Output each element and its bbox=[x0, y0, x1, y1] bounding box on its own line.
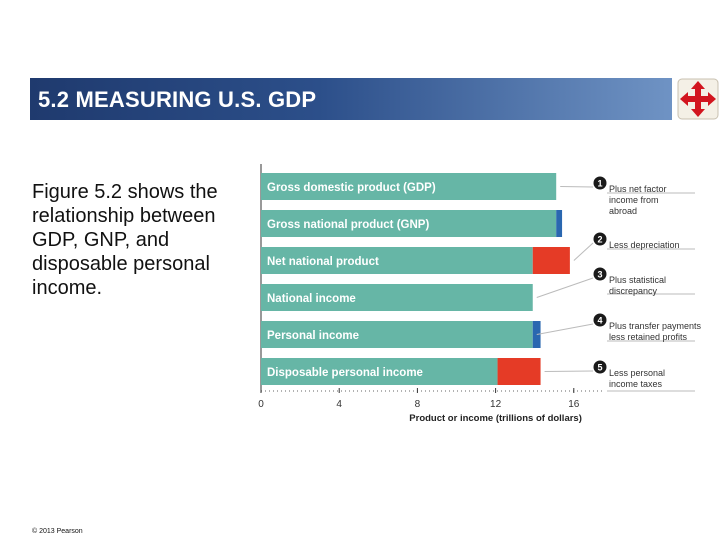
annotation-text: less retained profits bbox=[609, 332, 688, 342]
step-circle bbox=[593, 176, 607, 190]
annotation-text: Plus net factor bbox=[609, 184, 667, 194]
bar-increase bbox=[556, 210, 563, 237]
title-bar: 5.2 MEASURING U.S. GDP bbox=[30, 78, 672, 120]
step-number: 3 bbox=[597, 270, 602, 280]
bar-label: Net national product bbox=[267, 256, 379, 268]
step-circle bbox=[593, 232, 607, 246]
bar bbox=[261, 321, 533, 348]
bar-label: National income bbox=[267, 293, 356, 305]
step-circle bbox=[593, 360, 607, 374]
step-circle bbox=[593, 313, 607, 327]
x-tick-label: 12 bbox=[490, 399, 502, 410]
annotation-text: discrepancy bbox=[609, 286, 658, 296]
bar-decrease bbox=[532, 247, 570, 274]
bar bbox=[261, 173, 557, 200]
annotation-text: Less depreciation bbox=[609, 240, 680, 250]
leader-line bbox=[536, 277, 594, 298]
four-arrow-move-icon[interactable] bbox=[677, 78, 719, 120]
bar-label: Disposable personal income bbox=[267, 367, 423, 379]
leader-line bbox=[536, 323, 594, 335]
body-text: Figure 5.2 shows the relationship betwee… bbox=[32, 181, 218, 299]
annotation-text: Less personal bbox=[609, 368, 665, 378]
bar-label: Gross domestic product (GDP) bbox=[267, 182, 436, 194]
step-circle bbox=[593, 267, 607, 281]
slide-title: 5.2 MEASURING U.S. GDP bbox=[38, 87, 317, 112]
leader-line bbox=[573, 242, 594, 261]
bar bbox=[261, 210, 557, 237]
gdp-flow-chart: Gross domestic product (GDP) Gross nation… bbox=[258, 164, 702, 424]
x-tick-label: 4 bbox=[336, 399, 342, 410]
bar bbox=[261, 358, 498, 385]
annotation-text: income taxes bbox=[609, 379, 663, 389]
step-number: 2 bbox=[597, 235, 602, 245]
step-number: 4 bbox=[597, 316, 602, 326]
x-tick-label: 8 bbox=[415, 399, 421, 410]
annotation-text: Plus statistical bbox=[609, 275, 666, 285]
x-tick-label: 16 bbox=[568, 399, 580, 410]
bar bbox=[261, 247, 533, 274]
bar-label: Personal income bbox=[267, 330, 359, 342]
annotation-text: abroad bbox=[609, 206, 637, 216]
leader-line bbox=[544, 370, 594, 372]
bar-increase bbox=[532, 321, 541, 348]
x-axis-label: Product or income (trillions of dollars) bbox=[409, 413, 582, 424]
copyright: © 2013 Pearson bbox=[32, 528, 83, 535]
leader-line bbox=[560, 186, 594, 188]
annotation-text: income from bbox=[609, 195, 659, 205]
bar-label: Gross national product (GNP) bbox=[267, 219, 429, 231]
x-tick-label: 0 bbox=[258, 399, 264, 410]
bar bbox=[261, 284, 533, 311]
annotation-text: Plus transfer payments bbox=[609, 321, 702, 331]
bar-decrease bbox=[497, 358, 541, 385]
step-number: 5 bbox=[597, 363, 602, 373]
step-number: 1 bbox=[597, 179, 602, 189]
